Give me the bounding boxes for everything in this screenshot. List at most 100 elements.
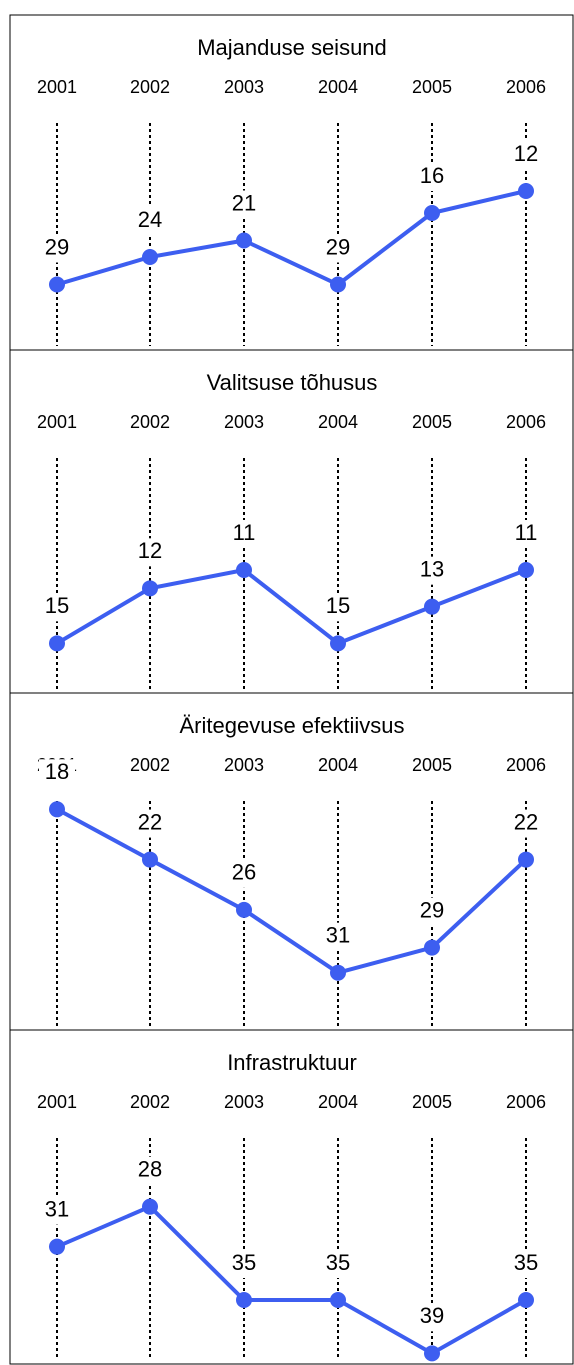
label-bg — [320, 922, 356, 951]
x-tick-label: 2004 — [318, 412, 358, 432]
x-tick-label: 2005 — [412, 412, 452, 432]
label-bg — [226, 859, 262, 888]
point — [236, 562, 252, 578]
data-label: 35 — [326, 1250, 350, 1275]
data-label: 26 — [232, 860, 256, 885]
data-label: 29 — [420, 897, 444, 922]
data-label: 21 — [232, 190, 256, 215]
label-bg — [226, 1250, 262, 1278]
x-tick-label: 2005 — [412, 755, 452, 775]
data-label: 22 — [138, 809, 162, 834]
data-label: 24 — [138, 207, 162, 232]
data-label: 31 — [326, 923, 350, 948]
x-tick-label: 2006 — [506, 412, 546, 432]
label-bg — [508, 1250, 544, 1278]
data-label: 29 — [45, 234, 69, 259]
data-label: 29 — [326, 234, 350, 259]
x-tick-label: 2004 — [318, 1092, 358, 1112]
panel-title: Valitsuse tõhusus — [207, 370, 378, 395]
label-bg — [414, 163, 450, 191]
panel-title: Majanduse seisund — [197, 35, 387, 60]
x-tick-label: 2002 — [130, 412, 170, 432]
x-tick-label: 2004 — [318, 755, 358, 775]
point — [424, 205, 440, 221]
point — [518, 851, 534, 868]
x-tick-label: 2005 — [412, 77, 452, 97]
point — [49, 276, 65, 293]
data-label: 31 — [45, 1196, 69, 1221]
data-label: 16 — [420, 163, 444, 188]
point — [236, 1292, 252, 1308]
point — [330, 1292, 346, 1308]
panel — [9, 349, 574, 694]
data-label: 35 — [232, 1250, 256, 1275]
line — [56, 189, 527, 287]
x-tick-label: 2006 — [506, 755, 546, 775]
point — [49, 801, 65, 818]
x-tick-label: 2004 — [318, 77, 358, 97]
point — [518, 1292, 534, 1308]
point — [518, 183, 534, 199]
data-label: 22 — [514, 809, 538, 834]
x-tick-label: 2003 — [224, 755, 264, 775]
label-bg — [132, 207, 168, 235]
point — [424, 598, 440, 615]
x-tick-label: 2006 — [506, 77, 546, 97]
point — [330, 964, 346, 981]
data-label: 39 — [420, 1303, 444, 1328]
point — [142, 580, 158, 597]
x-tick-label: 2001 — [37, 1092, 77, 1112]
label-bg — [132, 538, 168, 567]
label-bg — [508, 141, 544, 169]
point — [424, 1345, 440, 1362]
data-label: 11 — [233, 520, 256, 545]
line — [55, 567, 527, 646]
point — [518, 562, 534, 578]
label-bg — [414, 556, 450, 585]
x-tick-label: 2002 — [130, 1092, 170, 1112]
point — [330, 276, 346, 293]
x-tick-label: 2002 — [130, 77, 170, 97]
data-label: 18 — [45, 759, 69, 784]
label-bg — [508, 809, 544, 838]
point — [49, 635, 65, 652]
point — [236, 901, 252, 918]
point — [236, 232, 252, 249]
label-bg — [39, 593, 75, 622]
panel — [9, 14, 574, 351]
label-bg — [132, 809, 168, 838]
x-tick-label: 2001 — [37, 77, 77, 97]
data-label: 12 — [138, 538, 162, 563]
label-bg — [320, 1250, 356, 1278]
label-bg — [414, 1303, 450, 1332]
line — [56, 807, 528, 975]
point — [330, 635, 346, 652]
x-tick-label: 2003 — [224, 412, 264, 432]
point — [142, 1198, 158, 1215]
point — [424, 939, 440, 956]
line — [56, 1204, 527, 1356]
panel — [9, 692, 574, 1031]
x-tick-label: 2001 — [37, 412, 77, 432]
point — [49, 1238, 65, 1255]
panel-title: Infrastruktuur — [227, 1050, 357, 1075]
data-label: 12 — [514, 141, 538, 166]
point — [142, 249, 158, 265]
label-bg — [320, 593, 356, 622]
data-label: 15 — [326, 593, 350, 618]
data-label: 15 — [45, 593, 69, 618]
label-bg — [226, 520, 262, 548]
label-bg — [414, 897, 450, 926]
x-tick-label: 2006 — [506, 1092, 546, 1112]
panel — [9, 1029, 574, 1365]
label-bg — [132, 1156, 168, 1185]
data-label: 11 — [515, 520, 538, 545]
label-bg — [39, 234, 75, 263]
x-tick-label: 2005 — [412, 1092, 452, 1112]
data-label: 28 — [138, 1156, 162, 1181]
data-label: 35 — [514, 1250, 538, 1275]
x-tick-label: 2002 — [130, 755, 170, 775]
data-label: 13 — [420, 556, 444, 581]
